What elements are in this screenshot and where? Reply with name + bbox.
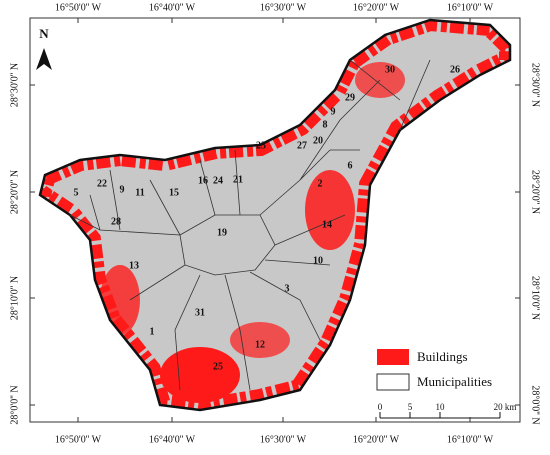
municipality-number: 10	[313, 255, 323, 266]
left-latitude-label: 28°10'0'' N	[9, 276, 20, 320]
municipality-number: 15	[169, 187, 179, 198]
top-longitude-label: 16°40'0'' W	[149, 2, 196, 13]
island-land	[40, 20, 510, 410]
north-arrow: N	[36, 26, 52, 70]
scale-label: 0	[378, 402, 383, 412]
municipality-number: 16	[198, 175, 208, 186]
municipality-numbers: 30 26 29 9 8 20 27 23 6 2 22 9 11 15 16 …	[74, 64, 461, 372]
municipality-number: 26	[450, 64, 460, 75]
municipality-number: 14	[322, 219, 332, 230]
municipality-number: 1	[150, 326, 155, 337]
municipality-number: 31	[195, 307, 205, 318]
municipality-number: 21	[233, 174, 243, 185]
municipality-number: 5	[74, 187, 79, 198]
top-longitude-label: 16°20'0'' W	[353, 2, 400, 13]
left-latitude-label: 28°20'0'' N	[9, 170, 20, 214]
legend-swatch-buildings	[377, 349, 409, 365]
municipality-number: 12	[255, 339, 265, 350]
left-latitude-label: 28°0'0'' N	[9, 385, 20, 424]
right-latitude-label: 28°30'0'' N	[530, 63, 541, 107]
municipality-number: 6	[348, 160, 353, 171]
municipality-number: 25	[213, 361, 223, 372]
left-latitude-label: 28°30'0'' N	[9, 63, 20, 107]
bottom-longitude-label: 16°20'0'' W	[353, 434, 400, 445]
building-cluster	[160, 347, 240, 403]
building-cluster	[305, 170, 355, 250]
island	[38, 18, 512, 412]
municipality-number: 19	[217, 227, 227, 238]
coastline	[38, 18, 512, 412]
scale-line	[379, 412, 501, 419]
municipality-number: 2	[318, 178, 323, 189]
right-latitude-label: 28°0'0'' N	[530, 385, 541, 424]
bottom-longitude-label: 16°40'0'' W	[149, 434, 196, 445]
municipality-number: 28	[111, 216, 121, 227]
scale-bar: 0 5 10 20 km	[378, 402, 517, 419]
legend-swatch-municipalities	[376, 373, 410, 391]
municipality-number: 3	[285, 283, 290, 294]
legend-label: Buildings	[417, 349, 468, 364]
municipality-number: 9	[120, 184, 125, 195]
top-longitude-label: 16°30'0'' W	[260, 2, 307, 13]
municipality-number: 30	[385, 64, 395, 75]
building-cluster	[230, 322, 290, 358]
north-arrow-shape	[36, 48, 52, 70]
scale-label: 5	[408, 402, 413, 412]
municipality-number: 13	[129, 260, 139, 271]
municipality-number: 8	[323, 119, 328, 130]
top-longitude-label: 16°10'0'' W	[447, 2, 494, 13]
right-latitude-label: 28°10'0'' N	[530, 276, 541, 320]
scale-label: 10	[436, 402, 446, 412]
municipality-number: 27	[297, 140, 307, 151]
bottom-longitude-label: 16°30'0'' W	[260, 434, 307, 445]
municipality-boundaries	[69, 59, 431, 391]
scale-label: 20 km	[494, 402, 517, 412]
right-latitude-label: 28°20'0'' N	[530, 170, 541, 214]
coordinate-labels: 16°50'0'' W 16°40'0'' W 16°30'0'' W 16°20'0…	[9, 2, 540, 445]
north-label: N	[39, 26, 49, 41]
legend: Buildings Municipalities	[376, 349, 492, 391]
bottom-longitude-label: 16°10'0'' W	[447, 434, 494, 445]
bottom-longitude-label: 16°50'0'' W	[55, 434, 102, 445]
municipality-number: 29	[345, 92, 355, 103]
municipality-number: 11	[135, 187, 144, 198]
legend-label: Municipalities	[417, 374, 492, 389]
municipality-number: 23	[256, 140, 266, 151]
municipality-number: 20	[313, 135, 323, 146]
municipality-number: 9	[331, 106, 336, 117]
municipality-number: 22	[97, 178, 107, 189]
municipality-number: 24	[213, 175, 223, 186]
top-longitude-label: 16°50'0'' W	[55, 2, 102, 13]
